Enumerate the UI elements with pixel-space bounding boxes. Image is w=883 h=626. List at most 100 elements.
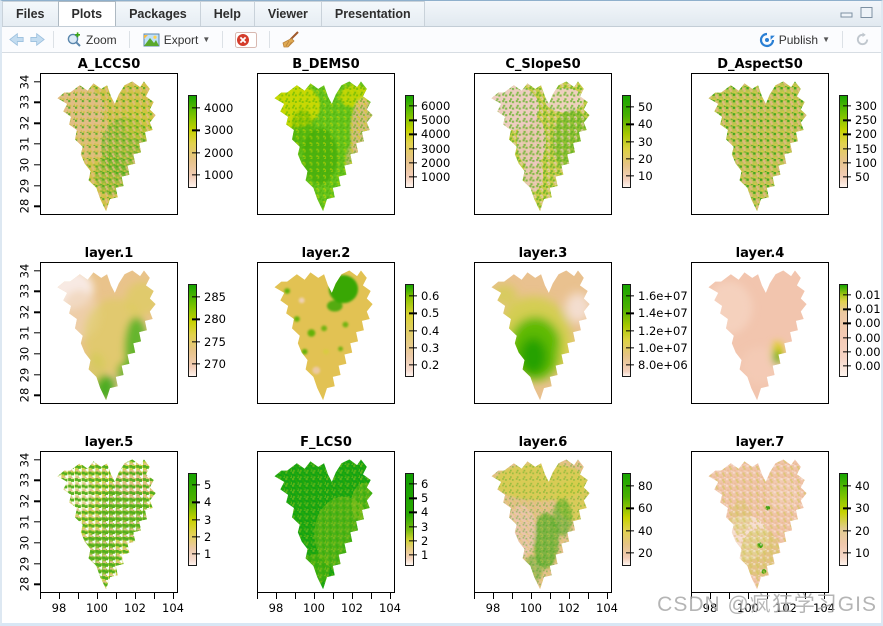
refresh-button[interactable] xyxy=(850,30,875,49)
plot-display-area: A_LCCS0 34 33 32 31 30 29 28 4000 3000 2000 1000 … xyxy=(2,53,881,623)
legend-tick-mark xyxy=(192,553,200,555)
legend-tick-mark xyxy=(843,133,851,136)
legend-tick-label: 0.3 xyxy=(421,340,440,355)
x-tick-mark xyxy=(352,593,354,599)
legend-tick-mark xyxy=(843,336,851,339)
plot-panel: B_DEMS0 6000 5000 4000 3000 2000 1000 xyxy=(231,57,450,246)
y-axis xyxy=(231,73,257,215)
raster-map xyxy=(708,81,807,212)
map-box xyxy=(257,262,395,404)
x-axis xyxy=(474,215,612,243)
legend-tick-mark xyxy=(626,158,634,160)
legend-tick-label: 40 xyxy=(855,479,870,494)
legend-tick-label: 3 xyxy=(204,512,212,527)
legend-ticks: 4000 3000 2000 1000 xyxy=(178,95,234,188)
panel-title: layer.3 xyxy=(518,246,568,261)
y-tick-mark xyxy=(34,143,40,145)
legend-tick-label: 6 xyxy=(421,477,429,492)
tab-files[interactable]: Files xyxy=(2,1,59,26)
legend-ticks: 80 60 40 20 xyxy=(612,473,665,566)
legend-tick-label: 275 xyxy=(204,334,226,349)
legend-tick-label: 2 xyxy=(204,529,212,544)
x-tick-mark xyxy=(729,593,731,599)
remove-plot-icon xyxy=(235,31,258,48)
legend-ticks: 0.6 0.5 0.4 0.3 0.2 xyxy=(395,284,448,377)
zoom-magnifier-icon xyxy=(67,31,81,47)
map-box xyxy=(257,73,395,215)
raster-map xyxy=(274,81,373,212)
legend-tick-mark xyxy=(843,119,851,121)
legend-colorbar xyxy=(839,284,848,377)
maximize-pane-icon[interactable] xyxy=(860,7,873,18)
plot-panel: layer.6 80 60 40 20 98 100 102 104 xyxy=(448,435,665,623)
legend-tick-mark xyxy=(626,295,634,297)
y-tick-mark xyxy=(34,311,40,313)
tab-help[interactable]: Help xyxy=(199,1,255,26)
panel-title: layer.6 xyxy=(518,435,568,450)
minimize-pane-icon[interactable] xyxy=(840,7,853,18)
publish-dropdown-caret: ▼ xyxy=(822,34,830,44)
raster-map xyxy=(708,459,807,590)
tab-viewer-label: Viewer xyxy=(267,7,308,21)
raster-map xyxy=(491,270,590,401)
panel-title: layer.7 xyxy=(735,435,785,450)
export-button[interactable]: Export ▼ xyxy=(137,31,216,49)
legend-tick-label: 300 xyxy=(855,99,877,114)
y-tick-label: 29 xyxy=(17,178,32,193)
legend: 1.6e+07 1.4e+07 1.2e+07 1.0e+07 8.0e+06 xyxy=(612,262,688,404)
map-box xyxy=(691,451,829,593)
y-tick-mark xyxy=(34,583,40,586)
map-box xyxy=(40,262,178,404)
tab-files-label: Files xyxy=(16,7,45,21)
legend-tick-mark xyxy=(843,176,851,178)
y-tick-mark xyxy=(34,332,40,334)
legend-tick-mark xyxy=(409,483,417,485)
legend-tick-mark xyxy=(843,365,851,367)
legend-tick-label: 2000 xyxy=(204,145,234,160)
x-tick-label: 98 xyxy=(702,601,718,615)
legend-tick-mark xyxy=(843,105,851,107)
zoom-button[interactable]: Zoom xyxy=(61,30,122,50)
tab-viewer[interactable]: Viewer xyxy=(253,1,322,26)
x-tick-mark xyxy=(531,593,533,599)
clear-all-plots-button[interactable] xyxy=(277,29,305,50)
map-box xyxy=(691,262,829,404)
legend-tick-label: 5 xyxy=(421,491,429,506)
y-axis xyxy=(448,262,474,404)
panel-title: F_LCS0 xyxy=(300,435,352,450)
raster-map xyxy=(57,81,156,212)
y-tick-mark xyxy=(34,562,40,565)
y-tick-label: 29 xyxy=(17,556,32,571)
y-tick-label: 28 xyxy=(17,388,32,403)
plots-grid: A_LCCS0 34 33 32 31 30 29 28 4000 3000 2000 1000 … xyxy=(2,53,881,623)
x-tick-mark xyxy=(173,593,175,599)
panel-title: layer.1 xyxy=(84,246,134,261)
legend-tick-mark xyxy=(843,485,851,487)
legend-tick-label: 285 xyxy=(204,290,226,305)
publish-button[interactable]: Publish ▼ xyxy=(754,30,835,50)
x-axis xyxy=(257,404,395,432)
y-axis xyxy=(231,262,257,404)
toolbar-separator xyxy=(53,31,54,48)
forward-arrow-icon[interactable] xyxy=(29,32,46,47)
legend: 80 60 40 20 xyxy=(612,451,665,593)
tab-packages[interactable]: Packages xyxy=(115,1,201,26)
legend-tick-label: 40 xyxy=(638,523,653,538)
y-tick-label: 28 xyxy=(17,199,32,214)
y-tick-label: 33 xyxy=(17,95,32,110)
legend-tick-mark xyxy=(192,484,200,486)
tab-plots[interactable]: Plots xyxy=(57,1,117,26)
export-dropdown-caret: ▼ xyxy=(202,34,211,44)
legend-tick-mark xyxy=(843,322,851,325)
legend-tick-label: 80 xyxy=(638,479,653,494)
legend: 300 250 200 150 100 50 xyxy=(829,73,881,215)
x-axis: 98 100 102 104 xyxy=(474,593,618,621)
back-arrow-icon[interactable] xyxy=(8,32,25,47)
y-tick-label: 31 xyxy=(17,136,32,152)
x-tick-label: 102 xyxy=(775,601,797,615)
remove-plot-button[interactable] xyxy=(230,30,262,50)
legend-tick-mark xyxy=(192,318,200,320)
legend-tick-label: 20 xyxy=(638,545,653,560)
tab-presentation[interactable]: Presentation xyxy=(320,1,425,26)
